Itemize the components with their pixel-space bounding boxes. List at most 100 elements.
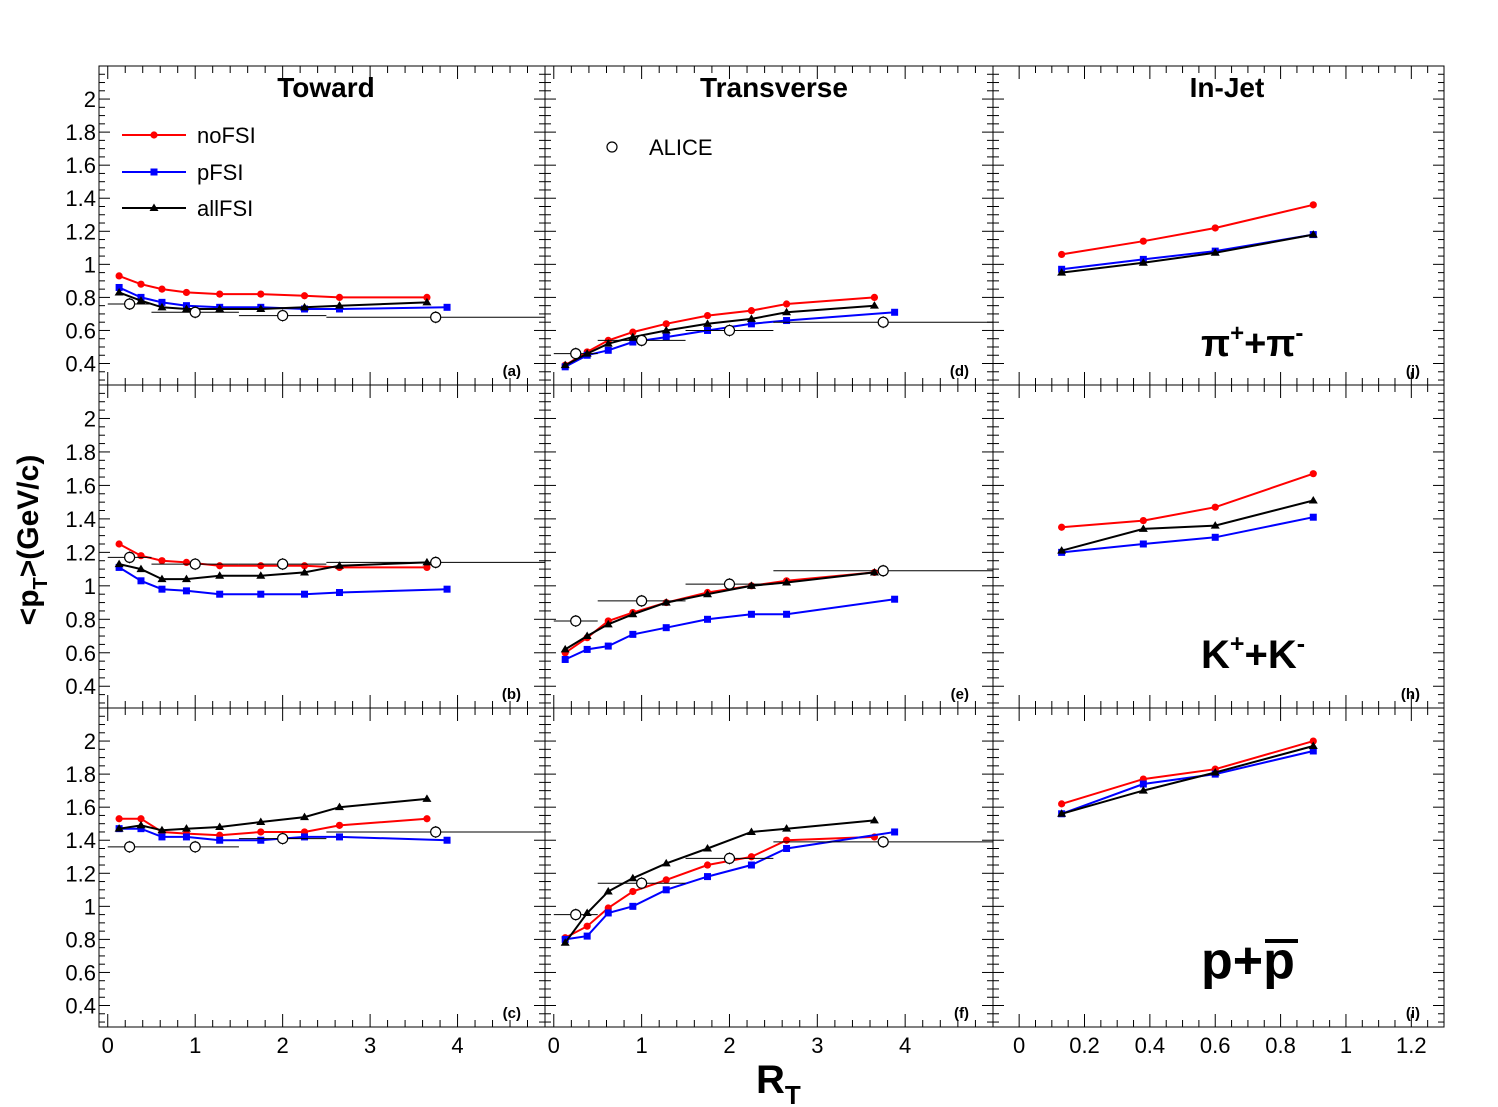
allfsi-point: [157, 574, 167, 583]
allfsi-point: [1057, 546, 1067, 554]
nofsi-point: [423, 563, 431, 572]
pfsi-point: [158, 833, 166, 841]
allfsi-point: [1210, 248, 1220, 256]
panel-frame-b: [98, 384, 546, 709]
allfsi-point: [746, 314, 756, 322]
series-line-allfsi-h: [1061, 499, 1314, 552]
series-line-nofsi-i: [1061, 740, 1314, 805]
pfsi-point: [1211, 533, 1219, 541]
nofsi-point: [300, 292, 309, 300]
pfsi-point: [783, 610, 791, 618]
species-pion-sup1: +: [1230, 320, 1244, 347]
x-tick-label: 0: [548, 1033, 560, 1058]
nofsi-point: [1309, 470, 1317, 478]
allfsi-point: [114, 559, 124, 568]
pfsi-point: [137, 577, 145, 585]
nofsi-point: [137, 815, 145, 823]
allfsi-point: [300, 567, 310, 576]
alice-point: [636, 595, 648, 607]
pfsi-point: [1309, 747, 1317, 755]
y-tick-label: 1.2: [65, 540, 96, 565]
y-tick-label: 0.6: [65, 641, 96, 666]
allfsi-point: [703, 319, 713, 327]
y-tick-label: 1: [84, 894, 96, 919]
panel-frame-c: [98, 707, 546, 1028]
nofsi-point: [703, 861, 712, 869]
y-tick-label: 1.6: [65, 473, 96, 498]
allfsi-point: [746, 581, 756, 589]
pfsi-point: [629, 902, 637, 910]
panel-label-e: (e): [951, 686, 969, 703]
nofsi-point: [1211, 503, 1219, 511]
species-kaon-base: K: [1201, 633, 1230, 677]
legend-alice-label: ALICE: [649, 135, 713, 160]
pfsi-point: [158, 585, 166, 593]
y-tick-label: 1.8: [65, 440, 96, 465]
allfsi-point: [256, 817, 266, 826]
allfsi-point: [422, 297, 432, 306]
pfsi-point: [137, 825, 145, 833]
pfsi-point: [301, 590, 309, 598]
allfsi-point: [603, 339, 613, 347]
allfsi-point: [1210, 767, 1220, 776]
x-tick-label: 1: [636, 1033, 648, 1058]
alice-point: [723, 578, 736, 590]
pfsi-point: [561, 655, 569, 663]
x-tick-label: 2: [723, 1033, 735, 1058]
pfsi-point: [257, 590, 265, 598]
alice-point: [723, 852, 736, 865]
allfsi-point: [869, 815, 879, 824]
panel-frame-i: [992, 707, 1445, 1028]
legend-pfsi-label: pFSI: [197, 160, 243, 185]
nofsi-point: [629, 328, 637, 336]
nofsi-point: [1211, 224, 1219, 232]
allfsi-point: [1308, 230, 1318, 238]
allfsi-point: [1138, 786, 1148, 794]
allfsi-point: [661, 598, 671, 606]
allfsi-point: [1057, 809, 1067, 817]
series-line-nofsi-d: [564, 296, 875, 367]
pfsi-point: [662, 886, 670, 894]
y-tick-label: 1.4: [65, 507, 96, 532]
panels-layer: 0.4 0.6 0.8 1 1.2 1.4 1.6 1.8 2 (a) 0.4 0.6 0.8 1 1.2 1…: [65, 65, 1445, 1058]
species-kaon-mid: +K: [1245, 633, 1297, 677]
x-axis-label-sub: T: [785, 1080, 801, 1107]
allfsi-point: [661, 858, 671, 867]
y-tick-label: 0.4: [65, 352, 96, 377]
pfsi-point: [629, 338, 637, 346]
panel-label-h: (h): [1401, 686, 1420, 703]
panel-label-i: (i): [1406, 1005, 1420, 1022]
nofsi-point: [583, 922, 591, 930]
y-axis-label: <pT>(GeV/c): [12, 455, 52, 626]
species-pion-mid: +π: [1244, 323, 1295, 365]
nofsi-point: [1058, 523, 1066, 531]
nofsi-point: [629, 887, 637, 896]
nofsi-point: [703, 311, 712, 320]
pfsi-point: [443, 585, 451, 593]
series-line-nofsi-f: [564, 835, 875, 939]
pfsi-point: [115, 283, 123, 291]
x-tick-label: 3: [364, 1033, 376, 1058]
pfsi-point: [704, 615, 712, 623]
panel-label-d: (d): [950, 363, 969, 380]
y-tick-label: 2: [84, 406, 96, 431]
nofsi-point: [158, 285, 166, 293]
y-tick-label: 1: [84, 574, 96, 599]
x-tick-label: 0.6: [1200, 1033, 1231, 1058]
x-tick-label: 1.2: [1396, 1033, 1427, 1058]
pfsi-point: [335, 305, 343, 313]
nofsi-point: [216, 562, 224, 570]
allfsi-point: [215, 571, 225, 579]
allfsi-point: [114, 824, 124, 832]
nofsi-point: [423, 293, 431, 301]
legend: noFSI pFSI allFSI: [122, 123, 256, 221]
y-axis-label-head: <p: [12, 589, 45, 625]
panel-b: 0.4 0.6 0.8 1 1.2 1.4 1.6 1.8 2 (b): [65, 384, 546, 709]
nofsi-point: [257, 562, 265, 570]
nofsi-point: [1058, 250, 1066, 259]
series-line-nofsi-j: [1061, 203, 1314, 256]
allfsi-point: [869, 567, 879, 576]
x-axis-label: RT: [756, 1058, 801, 1107]
pfsi-point: [257, 836, 265, 844]
alice-point: [277, 558, 289, 570]
